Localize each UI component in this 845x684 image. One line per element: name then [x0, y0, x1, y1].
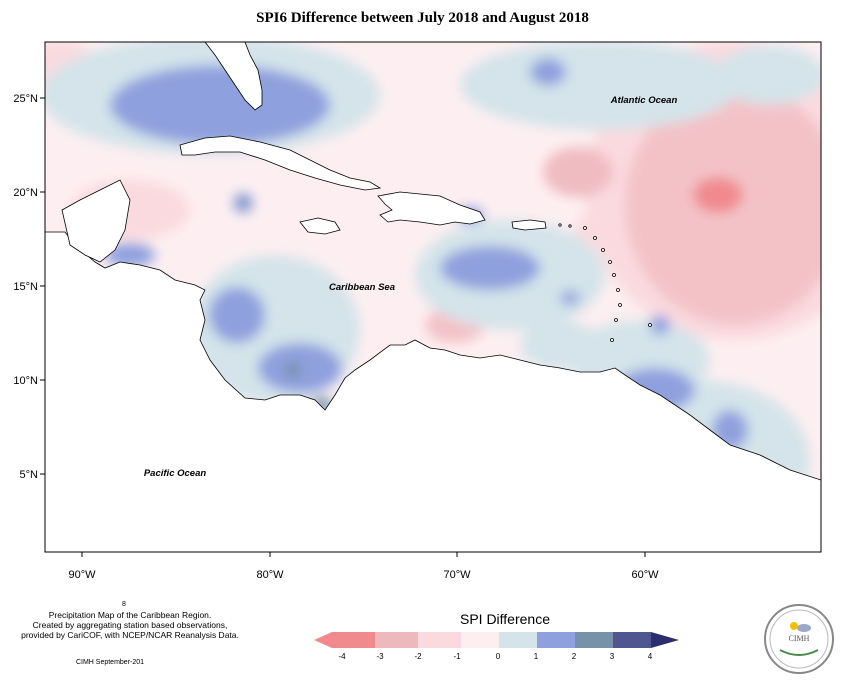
lon-tick: 90°W: [68, 569, 96, 581]
pacific-ocean-label: Pacific Ocean: [144, 468, 207, 479]
legend-tick: -1: [453, 652, 461, 661]
legend-tick: 1: [534, 652, 539, 661]
lat-tick: 5°N: [20, 469, 39, 481]
land-masses: [45, 42, 821, 552]
legend-swatch: [499, 632, 537, 648]
cimh-logo: CIMH: [764, 604, 834, 674]
credits-line: Created by aggregating station based obs…: [32, 620, 228, 630]
map-frame: [44, 41, 822, 553]
lat-tick: 25°N: [13, 93, 38, 105]
legend-swatch: [613, 632, 651, 648]
credits-line: provided by CariCOF, with NCEP/NCAR Rean…: [21, 630, 239, 640]
credits-block: 8 Precipitation Map of the Caribbean Reg…: [10, 600, 250, 668]
lon-tick: 80°W: [256, 569, 284, 581]
legend-swatch: [332, 632, 375, 648]
legend-tick: -3: [376, 652, 384, 661]
legend-arrow-low: [314, 632, 332, 648]
lesser-antilles: [558, 223, 652, 342]
legend-tick: 4: [648, 652, 653, 661]
map-title: SPI6 Difference between July 2018 and Au…: [256, 10, 589, 26]
logo-text: CIMH: [788, 634, 810, 643]
legend-tick: -4: [338, 652, 346, 661]
legend-swatch: [461, 632, 499, 648]
legend-tick: 0: [496, 652, 501, 661]
legend-tick: 2: [572, 652, 577, 661]
lat-tick: 20°N: [13, 187, 38, 199]
lat-tick: 10°N: [13, 375, 38, 387]
legend-tick: 3: [610, 652, 615, 661]
legend-swatch: [575, 632, 613, 648]
latitude-axis: 25°N 20°N 15°N 10°N 5°N: [13, 93, 45, 481]
lon-tick: 70°W: [443, 569, 471, 581]
credits-line: 8: [122, 601, 126, 608]
atlantic-ocean-label: Atlantic Ocean: [610, 95, 678, 106]
legend-swatch: [375, 632, 418, 648]
lat-tick: 15°N: [13, 281, 38, 293]
legend-tick: -2: [414, 652, 422, 661]
credits-line: Precipitation Map of the Caribbean Regio…: [48, 610, 212, 620]
legend-swatch: [537, 632, 575, 648]
sun-cloud-icon: [769, 609, 829, 669]
longitude-axis: 90°W 80°W 70°W 60°W: [68, 552, 659, 581]
credits-footer: CIMH September-201: [75, 659, 145, 666]
color-legend: -4 -3 -2 -1 0 1 2 3 4: [314, 632, 679, 661]
caribbean-sea-label: Caribbean Sea: [329, 282, 395, 293]
legend-swatch: [418, 632, 461, 648]
legend-title: SPI Difference: [459, 611, 550, 627]
legend-arrow-high: [651, 632, 679, 648]
lon-tick: 60°W: [631, 569, 659, 581]
